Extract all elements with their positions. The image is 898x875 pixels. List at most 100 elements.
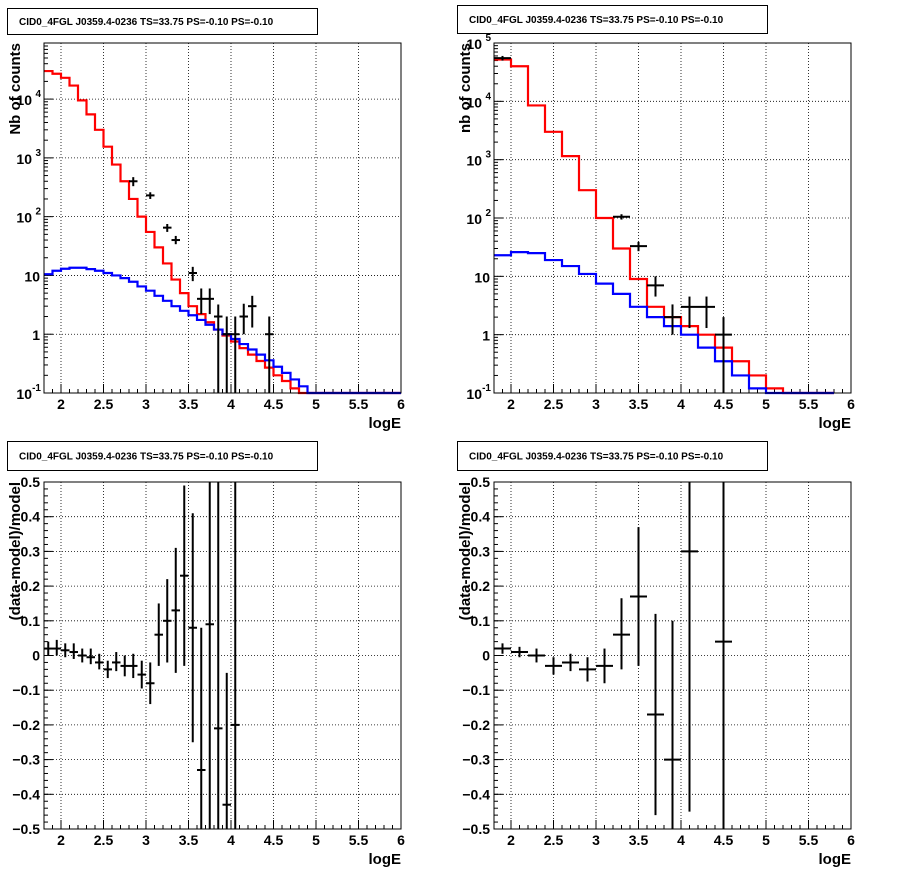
data-point <box>265 316 274 393</box>
data-point <box>562 653 579 672</box>
y-tick-label: 10 <box>466 36 482 52</box>
series-total_model <box>44 69 401 395</box>
data-point <box>664 620 681 829</box>
x-tick-label: 6 <box>397 832 405 848</box>
y-tick-label: 0 <box>32 648 40 664</box>
y-tick-label: −0.1 <box>462 682 490 698</box>
data-point <box>214 304 223 393</box>
series-component <box>494 251 834 395</box>
data-point <box>112 652 121 672</box>
panel-top-left: CID0_4FGL J0359.4-0236 TS=33.75 PS=-0.10… <box>7 8 405 432</box>
y-tick-label: −0.2 <box>462 717 490 733</box>
x-tick-label: 4 <box>227 396 235 412</box>
y-axis-label: Nb of counts <box>7 43 24 135</box>
data-point <box>715 317 732 393</box>
y-tick-exponent: 3 <box>35 148 41 159</box>
series-total_model <box>494 58 834 395</box>
data-point <box>197 288 206 315</box>
y-tick-label: 10 <box>466 153 482 169</box>
x-tick-label: 5.5 <box>349 396 369 412</box>
x-axis-label: logE <box>819 415 852 432</box>
y-tick-label: −0.5 <box>462 821 490 837</box>
x-tick-label: 6 <box>397 396 405 412</box>
y-tick-label: 10 <box>466 94 482 110</box>
data-point <box>528 648 545 663</box>
y-tick-label: 10 <box>16 151 32 167</box>
y-tick-label: 10 <box>466 386 482 402</box>
data-point <box>129 653 138 679</box>
y-tick-exponent: 5 <box>485 33 491 44</box>
y-axis-label: nb of counts <box>457 43 474 133</box>
data-point <box>188 266 197 282</box>
data-point <box>146 662 155 705</box>
data-point <box>596 648 613 684</box>
y-tick-exponent: 4 <box>35 89 41 100</box>
plot-frame <box>493 42 852 394</box>
data-point <box>205 288 214 315</box>
x-tick-label: 4 <box>677 396 685 412</box>
data-point <box>120 655 129 677</box>
data-point <box>171 235 180 245</box>
chart-title: CID0_4FGL J0359.4-0236 TS=33.75 PS=-0.10… <box>469 15 724 26</box>
y-tick-label: 0.2 <box>21 578 41 594</box>
x-tick-label: 5 <box>312 396 320 412</box>
data-point <box>180 485 189 666</box>
data-point <box>613 598 630 670</box>
data-point <box>52 639 61 656</box>
panel-bottom-left: CID0_4FGL J0359.4-0236 TS=33.75 PS=-0.10… <box>7 441 405 868</box>
data-point <box>613 214 630 220</box>
x-tick-label: 2 <box>507 396 515 412</box>
data-point <box>86 648 95 665</box>
data-point <box>715 482 732 829</box>
x-tick-label: 3 <box>142 832 150 848</box>
x-tick-label: 2.5 <box>94 396 114 412</box>
y-tick-label: 0.5 <box>21 474 41 490</box>
x-axis-label: logE <box>819 851 852 868</box>
y-axis-label: (data-model)/model <box>7 482 24 620</box>
x-tick-label: 3 <box>142 396 150 412</box>
data-point <box>494 643 511 654</box>
y-tick-label: −0.3 <box>12 752 40 768</box>
data-point <box>163 579 172 663</box>
y-tick-label: 0.4 <box>21 509 41 525</box>
x-tick-label: 3.5 <box>629 832 649 848</box>
x-tick-label: 4 <box>227 832 235 848</box>
data-point <box>222 316 231 393</box>
x-tick-label: 6 <box>847 832 855 848</box>
y-tick-label: 10 <box>16 92 32 108</box>
y-tick-exponent: -1 <box>482 383 491 394</box>
x-tick-label: 3.5 <box>179 832 199 848</box>
y-tick-label: 1 <box>482 328 490 344</box>
y-tick-exponent: -1 <box>32 383 41 394</box>
x-tick-label: 3 <box>592 396 600 412</box>
y-tick-exponent: 2 <box>485 208 491 219</box>
x-tick-label: 2 <box>57 396 65 412</box>
x-axis-label: logE <box>369 415 402 432</box>
x-tick-label: 5.5 <box>349 832 369 848</box>
y-tick-exponent: 4 <box>485 91 491 102</box>
data-point <box>197 627 206 829</box>
data-point <box>248 295 257 328</box>
y-tick-label: 10 <box>474 269 490 285</box>
y-tick-label: −0.2 <box>12 717 40 733</box>
series-component <box>44 266 401 395</box>
data-point <box>171 547 180 673</box>
x-axis-label: logE <box>369 851 402 868</box>
y-tick-exponent: 2 <box>35 207 41 218</box>
data-point <box>129 177 138 187</box>
y-tick-label: 0.2 <box>471 578 491 594</box>
x-tick-label: 3 <box>592 832 600 848</box>
x-tick-label: 5 <box>762 396 770 412</box>
x-tick-label: 4 <box>677 832 685 848</box>
panel-bottom-right: CID0_4FGL J0359.4-0236 TS=33.75 PS=-0.10… <box>457 441 855 868</box>
data-point <box>78 648 87 663</box>
x-tick-label: 2.5 <box>544 832 564 848</box>
data-point <box>239 303 248 335</box>
x-tick-label: 6 <box>847 396 855 412</box>
data-point <box>647 613 664 816</box>
data-point <box>231 316 240 393</box>
data-point <box>154 603 163 666</box>
x-tick-label: 3.5 <box>629 396 649 412</box>
data-point <box>188 513 197 743</box>
data-point <box>61 643 70 658</box>
